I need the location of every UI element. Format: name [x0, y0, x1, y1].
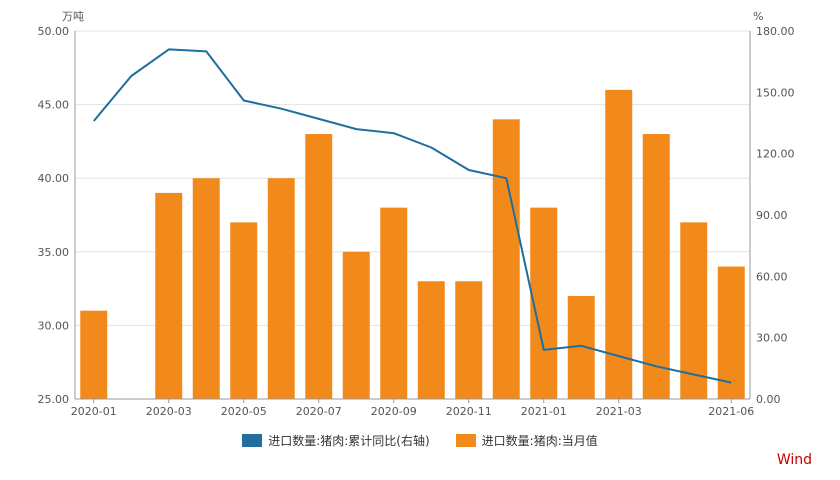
bar-2021-01: [530, 207, 558, 399]
left-tick-label: 30.00: [38, 319, 70, 332]
line-series: [93, 48, 732, 384]
left-tick-label: 45.00: [38, 99, 70, 112]
left-tick-label: 40.00: [38, 172, 70, 185]
right-tick-label: 120.00: [756, 148, 795, 161]
legend-swatch-line: [242, 434, 263, 447]
x-tick-label: 2020-09: [371, 405, 417, 418]
line-cumulative-yoy: [93, 48, 732, 384]
bar-2020-11: [455, 281, 483, 399]
bar-2020-08: [342, 251, 370, 399]
x-tick-label: 2020-05: [221, 405, 267, 418]
left-axis-unit: 万吨: [62, 10, 84, 23]
legend: 进口数量:猪肉:累计同比(右轴) 进口数量:猪肉:当月值: [0, 432, 840, 449]
right-tick-label: 150.00: [756, 86, 795, 99]
bar-2021-06: [717, 266, 745, 399]
bar-2020-07: [305, 134, 333, 400]
left-tick-label: 50.00: [38, 25, 70, 38]
legend-item-bar[interactable]: 进口数量:猪肉:当月值: [455, 432, 598, 449]
x-tick-label: 2021-06: [708, 405, 754, 418]
bar-2020-01: [80, 310, 108, 399]
bar-2020-04: [192, 178, 220, 399]
left-tick-label: 25.00: [38, 393, 70, 406]
right-tick-label: 0.00: [756, 393, 781, 406]
axes: 25.00 30.00 35.00 40.00 45.00 50.00 0.00 30.00 6…: [38, 25, 795, 418]
x-tick-label: 2020-01: [71, 405, 117, 418]
right-tick-label: 30.00: [756, 332, 788, 345]
legend-label-bar: 进口数量:猪肉:当月值: [481, 434, 598, 448]
x-tick-label: 2020-07: [296, 405, 342, 418]
right-axis-unit: %: [753, 10, 763, 23]
bar-2021-05: [680, 222, 708, 399]
x-tick-label: 2020-03: [146, 405, 192, 418]
bar-2020-09: [380, 207, 408, 399]
bar-2020-05: [230, 222, 258, 399]
bar-2021-03: [605, 89, 633, 399]
x-tick-label: 2021-03: [596, 405, 642, 418]
right-tick-label: 90.00: [756, 209, 788, 222]
x-tick-label: 2021-01: [521, 405, 567, 418]
bar-2020-06: [267, 178, 295, 399]
left-tick-label: 35.00: [38, 246, 70, 259]
bar-2020-10: [417, 281, 445, 399]
bar-2020-12: [492, 119, 520, 399]
legend-label-line: 进口数量:猪肉:累计同比(右轴): [268, 434, 430, 448]
bar-series: [80, 89, 745, 400]
x-tick-label: 2020-11: [446, 405, 492, 418]
source-label: Wind: [776, 452, 812, 468]
legend-item-line[interactable]: 进口数量:猪肉:累计同比(右轴): [242, 432, 430, 449]
right-tick-label: 180.00: [756, 25, 795, 38]
legend-swatch-bar: [455, 434, 476, 447]
bar-2021-04: [642, 134, 670, 400]
bar-2020-03: [155, 192, 183, 399]
right-tick-label: 60.00: [756, 270, 788, 283]
